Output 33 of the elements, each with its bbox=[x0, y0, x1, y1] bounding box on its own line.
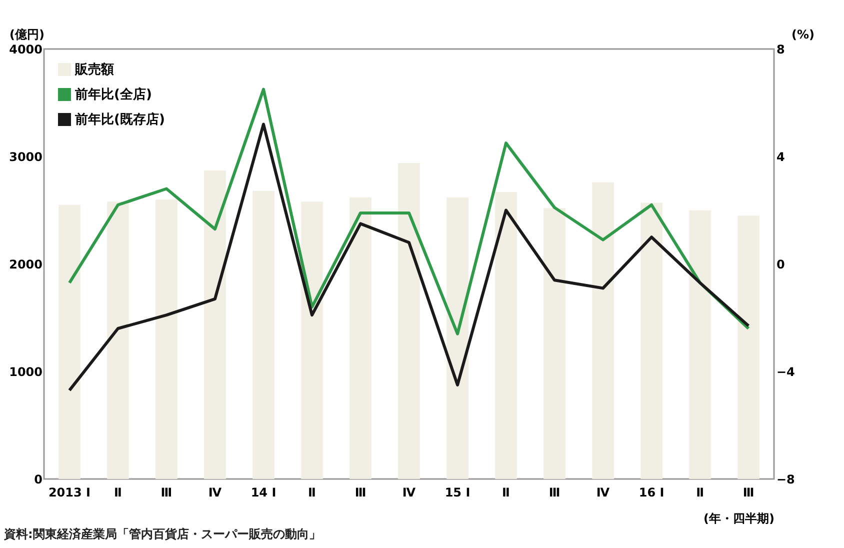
legend-label: 前年比(全店) bbox=[74, 86, 152, 102]
x-tick-label: Ⅲ bbox=[548, 486, 560, 500]
x-tick-label: Ⅳ bbox=[596, 486, 610, 500]
x-tick-label: Ⅲ bbox=[160, 486, 172, 500]
y-tick-label: 4000 bbox=[9, 42, 42, 56]
x-tick-label: Ⅲ bbox=[742, 486, 754, 500]
x-tick-label: 2013 Ⅰ bbox=[48, 486, 90, 500]
x-tick-label: Ⅳ bbox=[208, 486, 222, 500]
x-axis-title: (年・四半期) bbox=[704, 512, 774, 526]
y2-tick-label: −4 bbox=[776, 365, 795, 379]
x-tick-label: 15 Ⅰ bbox=[444, 486, 470, 500]
line-series bbox=[68, 88, 750, 336]
y2-tick-label: 4 bbox=[776, 150, 785, 164]
x-tick-label: Ⅱ bbox=[308, 486, 316, 500]
y-axis-title: (億円) bbox=[10, 28, 44, 42]
y2-tick-label: −8 bbox=[776, 472, 795, 486]
legend-label: 販売額 bbox=[74, 62, 114, 78]
y-tick-label: 0 bbox=[34, 472, 42, 486]
y2-tick-label: 0 bbox=[776, 258, 785, 272]
y2-axis-title: (%) bbox=[792, 28, 814, 42]
y-tick-label: 3000 bbox=[9, 150, 42, 164]
text: 資料:関東経済産業局「管内百貨店・スーパー販売の動向」 bbox=[4, 526, 321, 543]
legend-label: 前年比(既存店) bbox=[74, 112, 165, 128]
x-tick-label: 16 Ⅰ bbox=[638, 486, 664, 500]
x-tick-label: Ⅳ bbox=[402, 486, 416, 500]
y-tick-label: 2000 bbox=[9, 258, 42, 272]
y-tick-label: 1000 bbox=[9, 365, 42, 379]
x-tick-label: Ⅲ bbox=[354, 486, 366, 500]
x-tick-label: Ⅱ bbox=[114, 486, 122, 500]
x-tick-label: Ⅱ bbox=[696, 486, 704, 500]
y2-tick-label: 8 bbox=[776, 42, 785, 56]
x-tick-label: 14 Ⅰ bbox=[250, 486, 276, 500]
x-tick-label: Ⅱ bbox=[502, 486, 510, 500]
